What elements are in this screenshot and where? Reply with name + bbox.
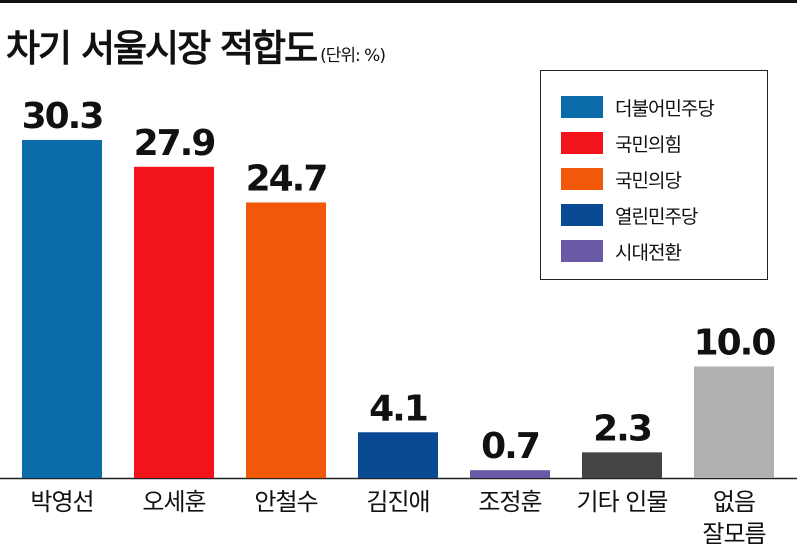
x-tick-label: 없음 xyxy=(713,488,755,516)
legend-label: 국민의힘 xyxy=(615,133,682,156)
bar xyxy=(246,202,326,479)
x-tick-label: 잘모름 xyxy=(702,520,765,548)
data-label: 10.0 xyxy=(694,322,776,363)
legend-label: 시대전환 xyxy=(615,241,682,264)
data-label: 27.9 xyxy=(134,123,215,164)
chart-header: 차기 서울시장 적합도 (단위: %) xyxy=(6,18,386,72)
legend-swatch xyxy=(561,96,603,118)
legend-item: 더불어민주당 xyxy=(561,89,767,125)
top-rule xyxy=(0,0,797,3)
legend-swatch xyxy=(561,204,603,226)
chart-title: 차기 서울시장 적합도 xyxy=(6,27,318,70)
x-tick-label: 오세훈 xyxy=(142,488,205,516)
data-label: 2.3 xyxy=(593,408,651,449)
legend-swatch xyxy=(561,132,603,154)
bar xyxy=(358,432,438,478)
legend-label: 더불어민주당 xyxy=(615,97,715,120)
data-label: 0.7 xyxy=(481,426,539,467)
x-tick-label: 김진애 xyxy=(366,488,429,516)
legend-swatch xyxy=(561,168,603,190)
legend-label: 열린민주당 xyxy=(615,205,698,228)
legend-item: 시대전환 xyxy=(561,233,767,269)
x-tick-label: 기타 인물 xyxy=(577,488,668,516)
x-tick-label: 박영선 xyxy=(30,488,93,516)
bar xyxy=(22,140,102,478)
x-tick-label: 안철수 xyxy=(254,488,317,516)
data-label: 4.1 xyxy=(369,388,427,429)
bar xyxy=(134,166,214,478)
legend-item: 국민의당 xyxy=(561,161,767,197)
data-label: 30.3 xyxy=(22,96,103,137)
bar xyxy=(694,366,774,478)
bar xyxy=(582,452,662,478)
legend-item: 국민의힘 xyxy=(561,125,767,161)
legend-swatch xyxy=(561,240,603,262)
legend-item: 열린민주당 xyxy=(561,197,767,233)
data-label: 24.7 xyxy=(246,158,327,199)
bar xyxy=(470,470,550,478)
legend-label: 국민의당 xyxy=(615,169,682,192)
unit-note: (단위: %) xyxy=(320,46,386,66)
x-tick-label: 조정훈 xyxy=(478,488,541,516)
